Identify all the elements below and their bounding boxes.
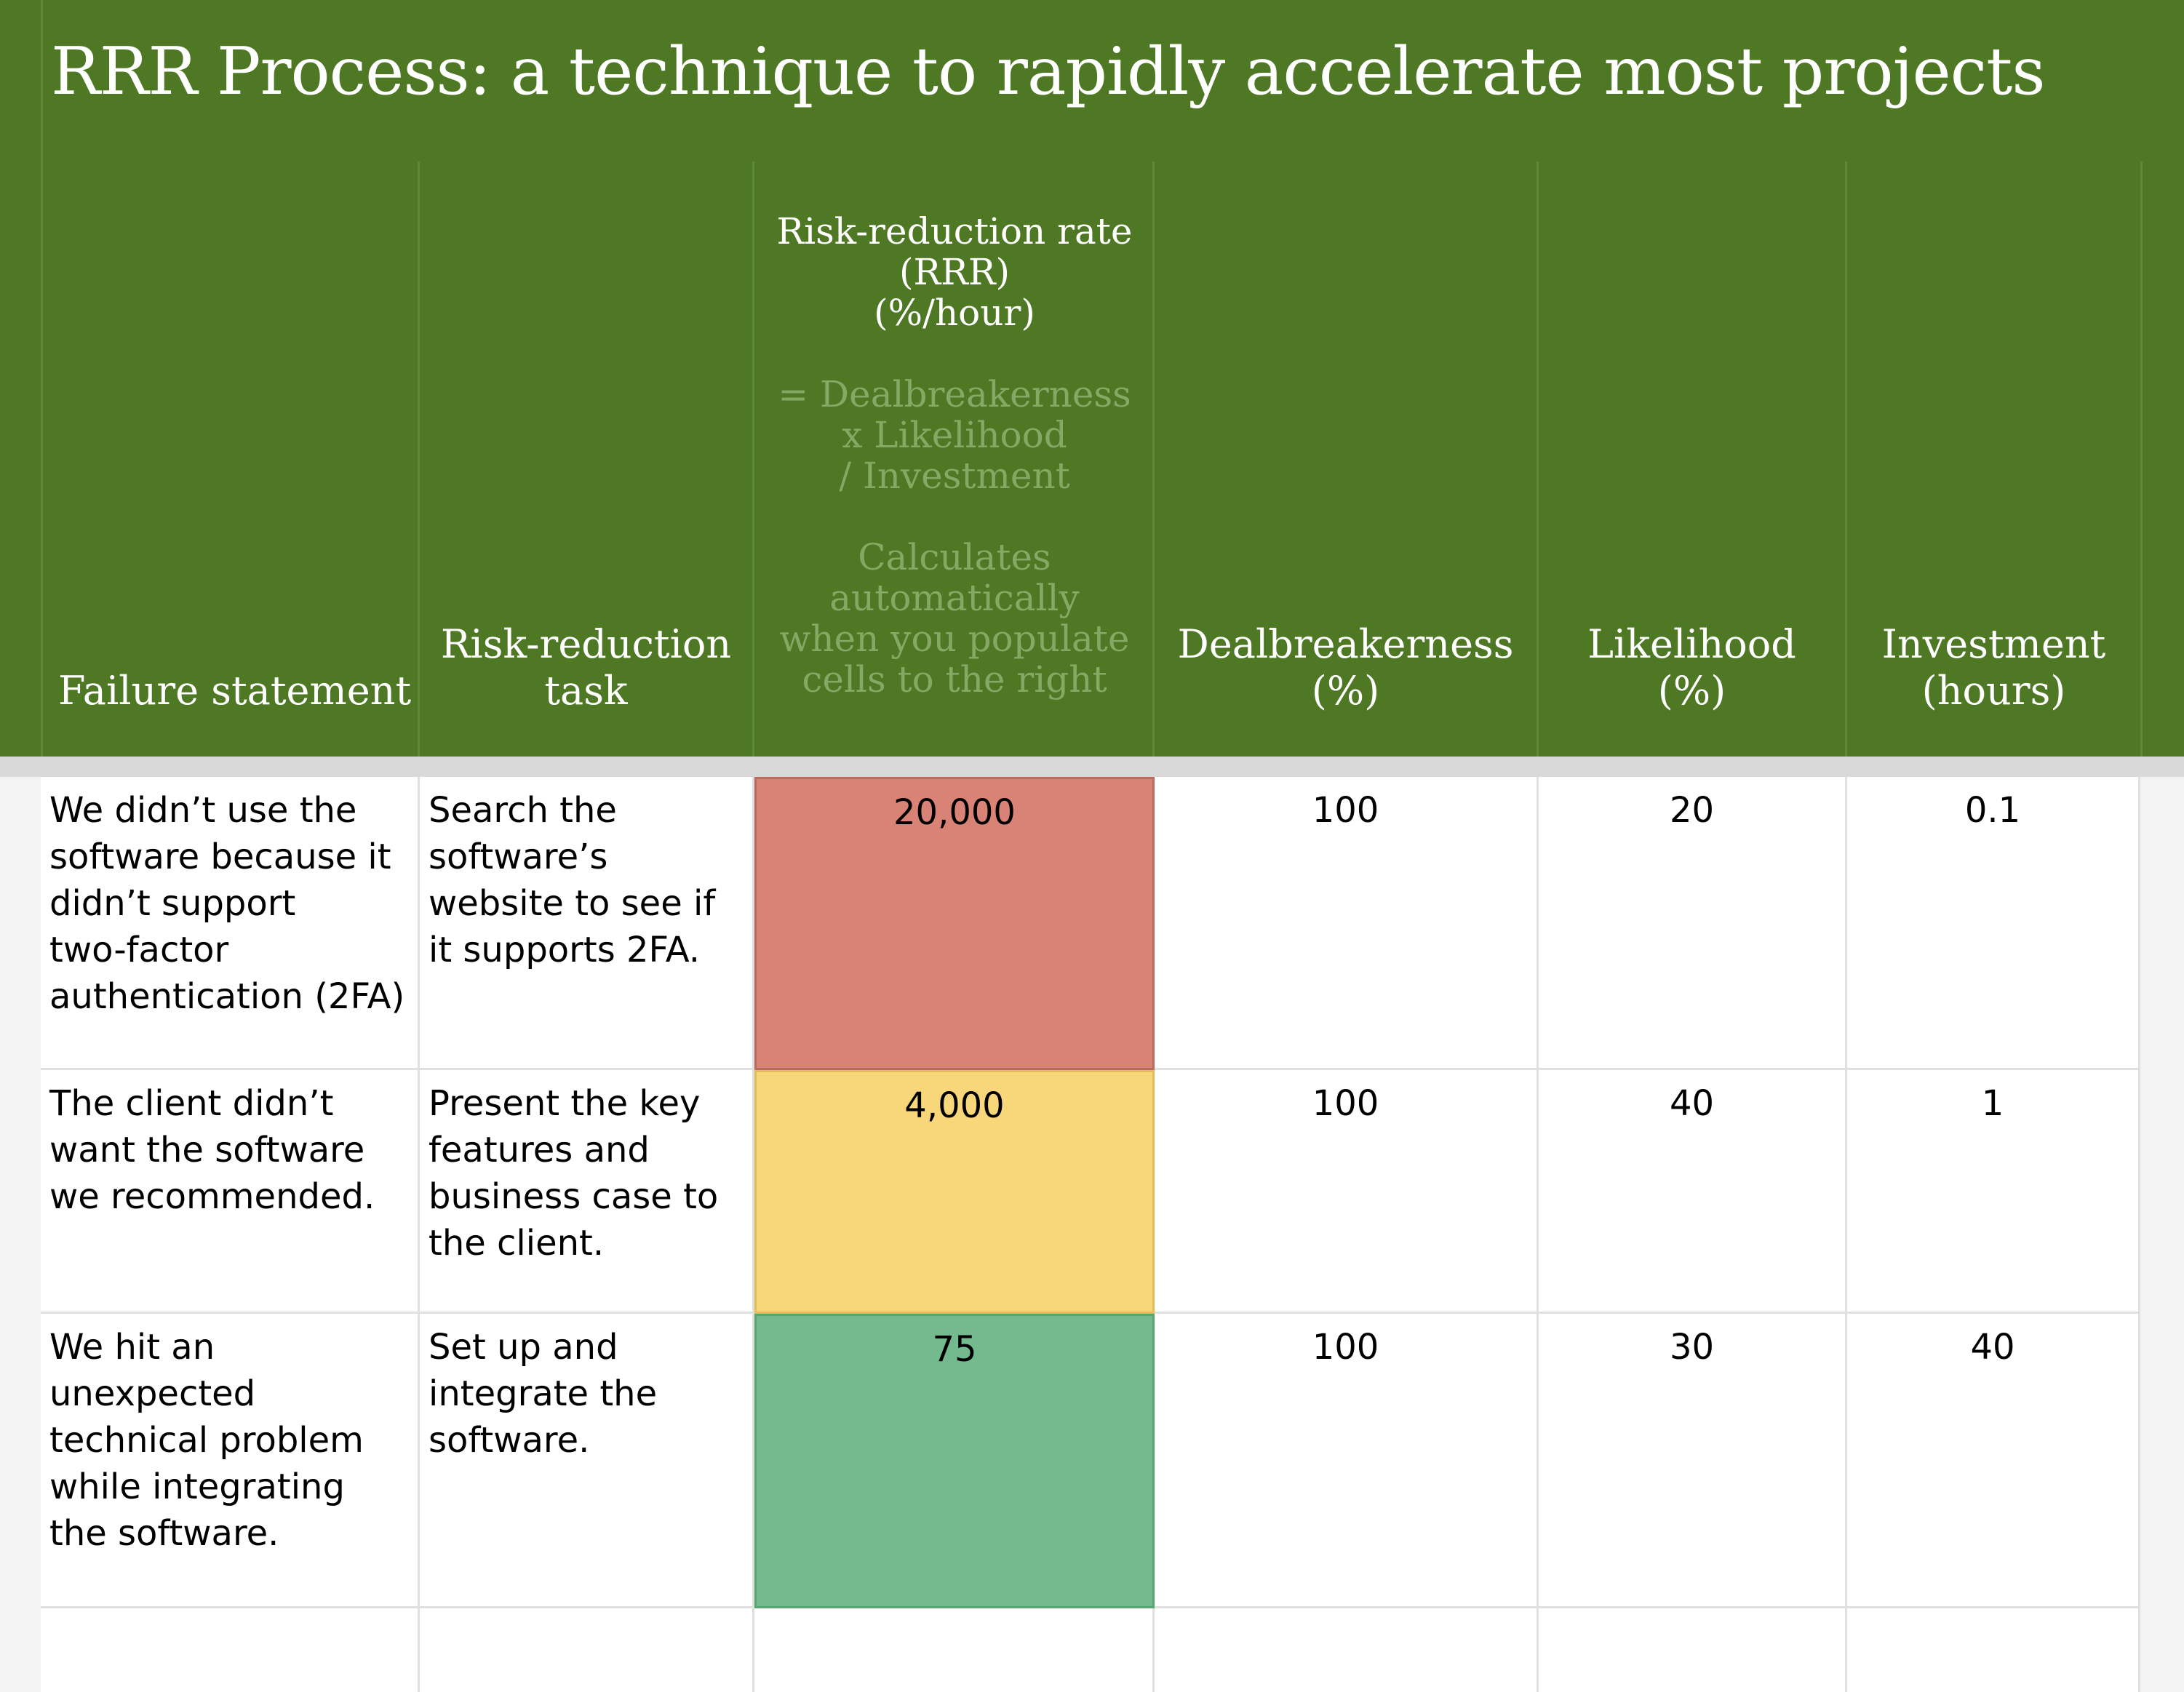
likelihood-value: 20	[1669, 790, 1715, 831]
header-failure-label: Failure statement	[58, 668, 412, 714]
cell-investment[interactable]	[1847, 1608, 2140, 1692]
right-gutter	[2140, 777, 2184, 1692]
header-gridline	[752, 161, 754, 757]
header-rrr-title: Risk-reduction rate (RRR) (%/hour)	[757, 211, 1152, 333]
header-like-line2: (%)	[1657, 668, 1726, 714]
cell-investment[interactable]: 40	[1847, 1314, 2140, 1608]
investment-value: 1	[1981, 1083, 2004, 1124]
header-deal-line1: Dealbreakerness	[1177, 621, 1514, 667]
task-text: Set up and integrate the software.	[429, 1327, 658, 1461]
header-rrr-note: Calculates automatically when you popula…	[757, 537, 1152, 700]
header-rrr-line1: Risk-reduction rate	[776, 210, 1133, 252]
cell-failure-statement[interactable]	[41, 1608, 420, 1692]
cell-rrr[interactable]: 20,000	[754, 777, 1155, 1070]
cell-failure-statement[interactable]: The client didn’t want the software we r…	[41, 1070, 420, 1314]
header-rrr-line2: (RRR)	[899, 251, 1010, 293]
cell-investment[interactable]: 1	[1847, 1070, 2140, 1314]
header-task-line1: Risk-reduction	[440, 621, 732, 667]
note-line3: when you populate	[779, 618, 1130, 660]
header-task-line2: task	[544, 668, 628, 714]
task-text: Present the key features and business ca…	[429, 1083, 719, 1264]
dealbreakerness-value: 100	[1312, 1083, 1379, 1124]
header-inv-line2: (hours)	[1921, 668, 2066, 714]
likelihood-value: 30	[1669, 1327, 1715, 1368]
header-deal-line2: (%)	[1311, 668, 1380, 714]
cell-rrr[interactable]: 75	[754, 1314, 1155, 1608]
investment-value: 40	[1970, 1327, 2015, 1368]
header-row	[0, 161, 2184, 757]
header-gridline	[1152, 161, 1155, 757]
cell-risk-reduction-task[interactable]	[420, 1608, 754, 1692]
formula-line1: = Dealbreakerness	[778, 373, 1131, 415]
header-gridline	[41, 0, 43, 757]
header-risk-reduction-task[interactable]: Risk-reduction task	[420, 161, 752, 714]
cell-risk-reduction-task[interactable]: Search the software’s website to see if …	[420, 777, 754, 1070]
failure-text: We didn’t use the software because it di…	[49, 790, 405, 1017]
rrr-value: 4,000	[904, 1085, 1005, 1126]
cell-likelihood[interactable]: 30	[1539, 1314, 1847, 1608]
header-likelihood[interactable]: Likelihood (%)	[1539, 161, 1845, 714]
cell-rrr[interactable]	[754, 1608, 1155, 1692]
frozen-rows-divider[interactable]	[0, 757, 2184, 777]
header-rrr[interactable]: Risk-reduction rate (RRR) (%/hour) = Dea…	[757, 211, 1152, 700]
failure-text: The client didn’t want the software we r…	[49, 1083, 375, 1217]
cell-likelihood[interactable]: 40	[1539, 1070, 1847, 1314]
header-failure-statement[interactable]: Failure statement	[58, 161, 418, 714]
note-line4: cells to the right	[802, 658, 1107, 701]
cell-dealbreakerness[interactable]	[1155, 1608, 1539, 1692]
title-band: RRR Process: a technique to rapidly acce…	[0, 0, 2184, 161]
row-gutter	[0, 777, 41, 1692]
header-gridline	[1845, 161, 1847, 757]
failure-text: We hit an unexpected technical problem w…	[49, 1327, 364, 1554]
header-like-line1: Likelihood	[1587, 621, 1796, 667]
cell-likelihood[interactable]	[1539, 1608, 1847, 1692]
likelihood-value: 40	[1669, 1083, 1715, 1124]
cell-dealbreakerness[interactable]: 100	[1155, 1070, 1539, 1314]
cell-failure-statement[interactable]: We didn’t use the software because it di…	[41, 777, 420, 1070]
dealbreakerness-value: 100	[1312, 790, 1379, 831]
task-text: Search the software’s website to see if …	[429, 790, 716, 970]
header-rrr-formula: = Dealbreakerness x Likelihood / Investm…	[757, 374, 1152, 496]
investment-value: 0.1	[1964, 790, 2021, 831]
header-rrr-line3: (%/hour)	[874, 292, 1035, 334]
header-gridline	[1537, 161, 1539, 757]
cell-investment[interactable]: 0.1	[1847, 777, 2140, 1070]
note-line2: automatically	[829, 577, 1080, 619]
header-inv-line1: Investment	[1881, 621, 2106, 667]
header-dealbreakerness[interactable]: Dealbreakerness (%)	[1155, 161, 1537, 714]
note-line1: Calculates	[858, 536, 1051, 578]
rrr-value: 20,000	[893, 792, 1016, 833]
header-investment[interactable]: Investment (hours)	[1847, 161, 2140, 714]
header-gridline	[2140, 161, 2143, 757]
rrr-value: 75	[932, 1329, 977, 1370]
sheet-title[interactable]: RRR Process: a technique to rapidly acce…	[51, 33, 2046, 110]
cell-dealbreakerness[interactable]: 100	[1155, 777, 1539, 1070]
cell-risk-reduction-task[interactable]: Set up and integrate the software.	[420, 1314, 754, 1608]
cell-dealbreakerness[interactable]: 100	[1155, 1314, 1539, 1608]
cell-failure-statement[interactable]: We hit an unexpected technical problem w…	[41, 1314, 420, 1608]
cell-rrr[interactable]: 4,000	[754, 1070, 1155, 1314]
header-gridline	[418, 161, 420, 757]
formula-line2: x Likelihood	[842, 414, 1067, 456]
dealbreakerness-value: 100	[1312, 1327, 1379, 1368]
cell-risk-reduction-task[interactable]: Present the key features and business ca…	[420, 1070, 754, 1314]
formula-line3: / Investment	[839, 455, 1070, 497]
cell-likelihood[interactable]: 20	[1539, 777, 1847, 1070]
